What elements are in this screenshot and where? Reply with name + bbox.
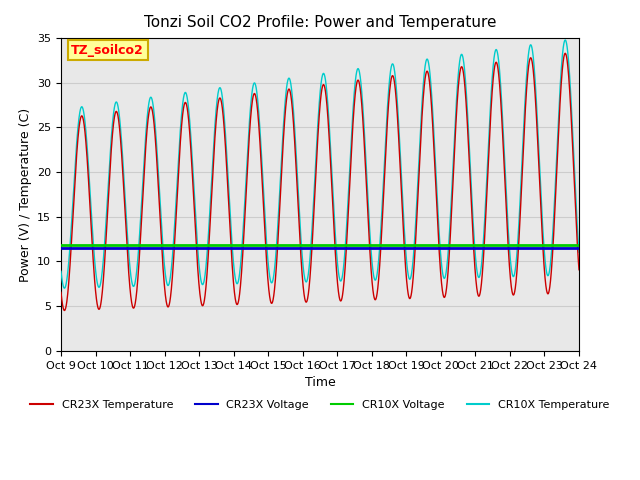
X-axis label: Time: Time <box>305 376 335 389</box>
Y-axis label: Power (V) / Temperature (C): Power (V) / Temperature (C) <box>19 108 31 282</box>
Legend: CR23X Temperature, CR23X Voltage, CR10X Voltage, CR10X Temperature: CR23X Temperature, CR23X Voltage, CR10X … <box>26 395 614 414</box>
Text: TZ_soilco2: TZ_soilco2 <box>72 44 144 57</box>
Title: Tonzi Soil CO2 Profile: Power and Temperature: Tonzi Soil CO2 Profile: Power and Temper… <box>144 15 496 30</box>
